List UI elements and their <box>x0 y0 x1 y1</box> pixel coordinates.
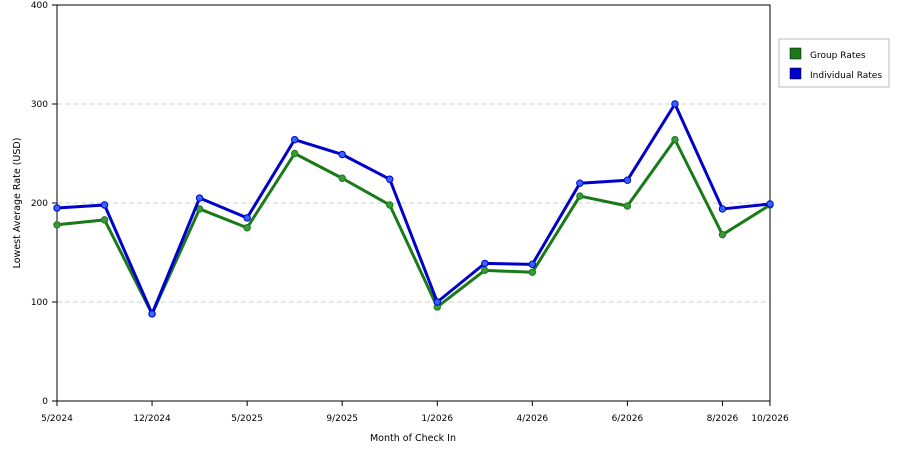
data-point-group-rates <box>386 201 394 209</box>
data-point-group-rates <box>718 230 727 239</box>
x-tick-label: 10/2026 <box>751 414 789 424</box>
data-point-individual-rates <box>195 194 204 202</box>
data-point-individual-rates <box>671 100 679 108</box>
data-point-individual-rates <box>718 205 727 213</box>
data-point-individual-rates <box>576 179 584 187</box>
data-point-group-rates <box>290 149 299 158</box>
data-point-individual-rates <box>338 150 346 159</box>
x-tick-label: 6/2026 <box>612 414 644 424</box>
y-tick-label: 400 <box>31 1 48 11</box>
series <box>53 100 774 318</box>
y-tick-label: 100 <box>31 298 48 308</box>
data-point-group-rates <box>671 135 679 144</box>
data-point-individual-rates <box>290 135 299 144</box>
data-point-group-rates <box>243 224 251 232</box>
data-point-group-rates <box>53 221 61 229</box>
data-point-individual-rates <box>528 260 537 269</box>
x-tick-label: 8/2026 <box>707 414 739 424</box>
data-point-group-rates <box>100 216 109 224</box>
axes: 0 100 200 300 400 5/2024 12/2024 5/2025 9/2025 1/… <box>31 1 789 424</box>
x-tick-label: 5/2024 <box>41 414 73 424</box>
x-axis-label: Month of Check In <box>370 433 456 444</box>
y-axis-label: Lowest Average Rate (USD) <box>12 138 23 269</box>
data-point-individual-rates <box>100 201 109 209</box>
data-point-individual-rates <box>386 175 394 183</box>
data-point-group-rates <box>481 266 489 275</box>
series-line-individual-rates <box>56 102 771 316</box>
x-tick-label: 4/2026 <box>516 414 548 424</box>
legend-item-individual-rates: Individual Rates <box>789 67 882 81</box>
data-point-individual-rates <box>148 310 156 318</box>
legend-label-group-rates: Group Rates <box>810 51 866 61</box>
data-point-group-rates <box>576 192 584 200</box>
legend-swatch-group-rates <box>789 47 802 60</box>
data-point-individual-rates <box>766 200 774 208</box>
data-point-individual-rates <box>53 204 61 212</box>
y-tick-label: 200 <box>31 199 48 209</box>
x-tick-label: 1/2026 <box>421 414 453 424</box>
data-point-group-rates <box>338 174 346 182</box>
series-line-group-rates <box>56 138 771 316</box>
legend-item-group-rates: Group Rates <box>789 47 866 61</box>
data-point-individual-rates <box>481 259 489 268</box>
x-tick-label: 12/2024 <box>133 414 171 424</box>
data-point-individual-rates <box>623 176 632 184</box>
x-tick-label: 5/2025 <box>231 414 263 424</box>
data-point-group-rates <box>623 202 632 210</box>
legend-label-individual-rates: Individual Rates <box>810 71 882 81</box>
data-point-individual-rates <box>433 298 441 306</box>
legend: Group Rates Individual Rates <box>778 38 890 88</box>
y-tick-label: 0 <box>42 397 48 407</box>
data-point-group-rates <box>528 268 537 276</box>
data-point-individual-rates <box>243 214 251 222</box>
legend-swatch-individual-rates <box>789 67 802 80</box>
y-tick-label: 300 <box>31 100 48 110</box>
x-tick-label: 9/2025 <box>326 414 358 424</box>
gridlines <box>57 103 770 303</box>
